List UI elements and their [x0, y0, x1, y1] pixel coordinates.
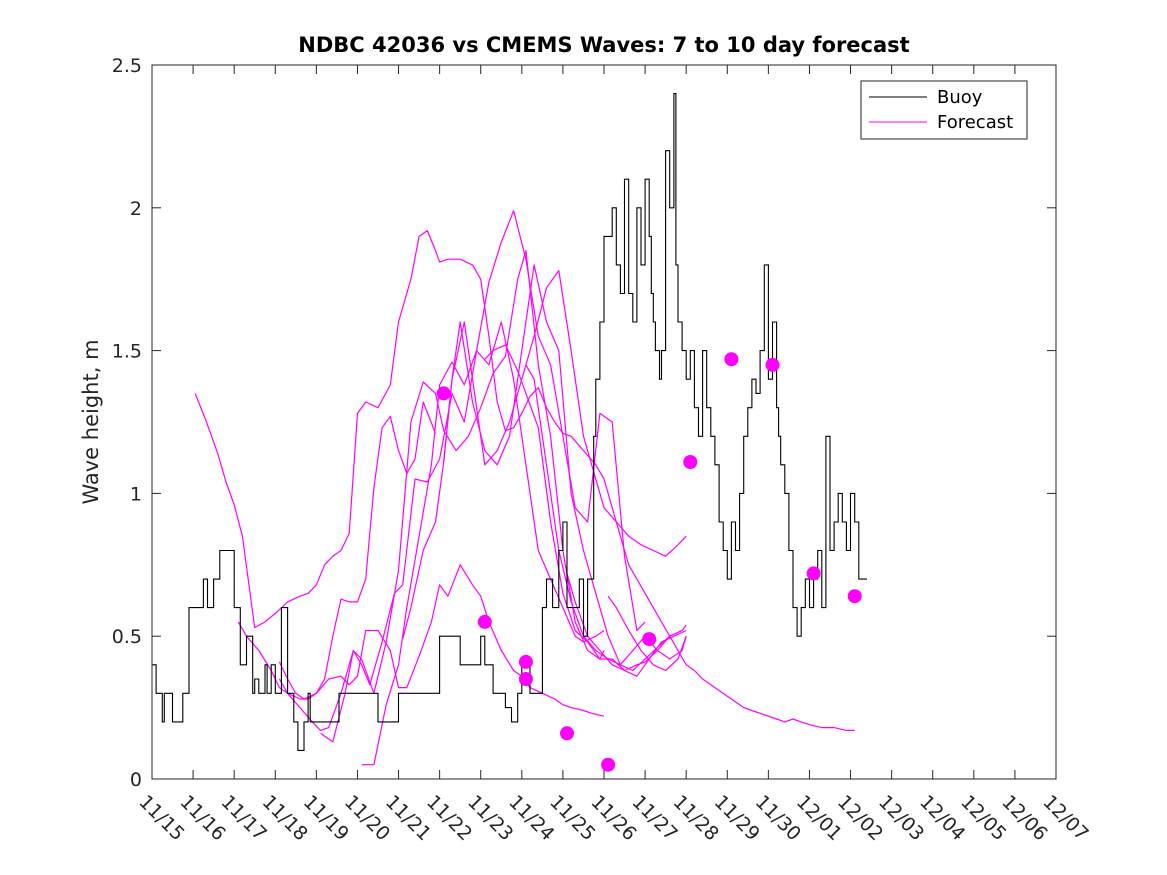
forecast-start-marker-12 — [847, 589, 862, 604]
y-tick-label: 0 — [130, 769, 142, 791]
y-tick-label: 1.5 — [112, 341, 142, 363]
forecast-start-marker-9 — [724, 352, 739, 367]
forecast-line-5 — [320, 250, 605, 743]
y-tick-label: 1 — [130, 483, 142, 505]
forecast-start-marker-11 — [806, 566, 821, 581]
y-tick-label: 2.5 — [112, 55, 142, 77]
y-tick-label: 0.5 — [112, 626, 142, 648]
marker-layer — [436, 352, 862, 772]
forecast-start-marker-10 — [765, 357, 780, 372]
y-tick-label: 2 — [130, 198, 142, 220]
forecast-start-marker-4 — [518, 672, 533, 686]
legend-label-buoy: Buoy — [937, 87, 983, 108]
forecast-start-marker-2 — [477, 614, 492, 629]
forecast-line-3 — [278, 564, 605, 717]
forecast-start-marker-6 — [601, 757, 616, 772]
y-axis-title: Wave height, m — [79, 339, 103, 504]
forecast-start-marker-7 — [642, 632, 657, 647]
forecast-line-8 — [443, 270, 687, 557]
forecast-start-marker-1 — [436, 386, 451, 401]
forecast-line-2 — [237, 401, 437, 700]
forecast-line-9 — [484, 344, 687, 672]
forecast-start-marker-8 — [683, 455, 698, 469]
forecast-start-marker-3 — [518, 654, 533, 669]
forecast-line-1 — [194, 230, 855, 732]
forecast-start-marker-5 — [560, 726, 574, 741]
legend-box — [860, 80, 1028, 140]
forecast-line-12 — [607, 595, 687, 672]
plot-area — [152, 65, 1056, 779]
buoy-line — [152, 93, 867, 751]
legend-label-forecast: Forecast — [937, 112, 1013, 133]
legend: Buoy Forecast — [860, 80, 1028, 140]
chart-title: NDBC 42036 vs CMEMS Waves: 7 to 10 day f… — [298, 33, 909, 57]
forecast-line-6 — [361, 210, 646, 766]
